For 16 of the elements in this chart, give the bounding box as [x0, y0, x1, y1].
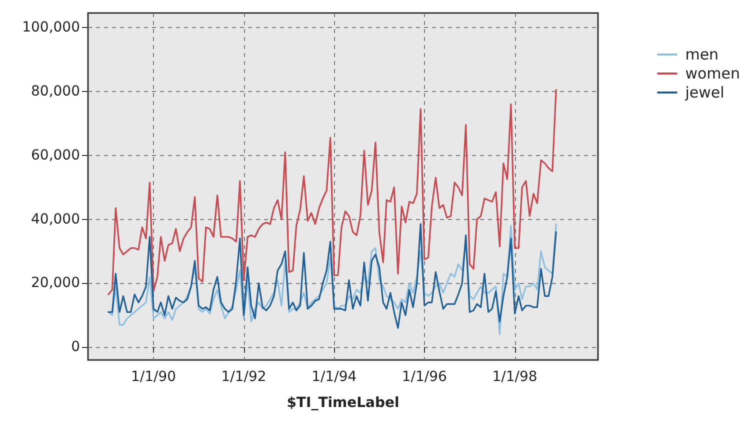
y-tick-label: 100,000: [22, 19, 80, 36]
legend-label: men: [685, 46, 719, 64]
x-tick-label: 1/1/90: [130, 369, 176, 385]
x-tick-label: 1/1/94: [312, 369, 357, 385]
x-axis-title: $TI_TimeLabel: [286, 395, 400, 411]
y-tick-label: 80,000: [31, 83, 80, 100]
x-tick-label: 1/1/96: [402, 369, 448, 385]
x-tick-label: 1/1/92: [221, 369, 266, 385]
y-tick-label: 20,000: [31, 275, 80, 292]
y-tick-label: 40,000: [31, 211, 80, 228]
legend-label: jewel: [684, 84, 724, 102]
x-tick-label: 1/1/98: [492, 369, 538, 385]
y-tick-label: 60,000: [31, 147, 80, 164]
legend-label: women: [685, 64, 740, 82]
y-tick-label: 0: [71, 339, 80, 356]
line-series: [108, 88, 557, 296]
